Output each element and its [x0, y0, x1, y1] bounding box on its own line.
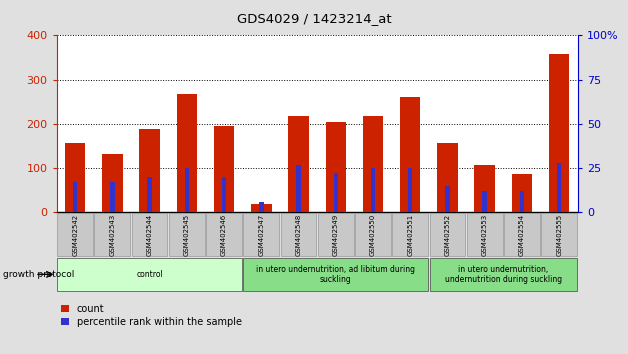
Bar [474, 166, 495, 212]
Text: GSM402550: GSM402550 [370, 213, 376, 256]
Text: GSM402549: GSM402549 [333, 213, 338, 256]
Text: in utero undernutrition,
undernutrition during suckling: in utero undernutrition, undernutrition … [445, 265, 562, 284]
Bar [408, 168, 413, 212]
Bar [214, 126, 234, 212]
Text: GSM402554: GSM402554 [519, 213, 525, 256]
Text: growth protocol: growth protocol [3, 270, 75, 279]
FancyBboxPatch shape [94, 213, 130, 256]
Text: GSM402542: GSM402542 [72, 213, 78, 256]
Text: GSM402543: GSM402543 [109, 213, 116, 256]
Text: GSM402547: GSM402547 [258, 213, 264, 256]
Text: in utero undernutrition, ad libitum during
suckling: in utero undernutrition, ad libitum duri… [256, 265, 415, 284]
Bar [445, 186, 450, 212]
Bar [259, 202, 264, 212]
Bar [333, 173, 338, 212]
Bar [251, 204, 271, 212]
Bar [325, 122, 346, 212]
Bar [139, 129, 160, 212]
Text: GSM402555: GSM402555 [556, 213, 562, 256]
Bar [73, 182, 77, 212]
FancyBboxPatch shape [355, 213, 391, 256]
Bar [222, 177, 226, 212]
Bar [110, 182, 114, 212]
FancyBboxPatch shape [57, 258, 242, 291]
FancyBboxPatch shape [244, 258, 428, 291]
Bar [512, 174, 532, 212]
Bar [482, 191, 487, 212]
FancyBboxPatch shape [504, 213, 540, 256]
Text: GSM402546: GSM402546 [221, 213, 227, 256]
Bar [400, 97, 421, 212]
Text: GSM402552: GSM402552 [445, 213, 450, 256]
Text: GDS4029 / 1423214_at: GDS4029 / 1423214_at [237, 12, 391, 25]
Text: GSM402553: GSM402553 [482, 213, 488, 256]
Bar [437, 143, 458, 212]
FancyBboxPatch shape [430, 213, 465, 256]
Bar [102, 154, 122, 212]
Bar [549, 54, 570, 212]
FancyBboxPatch shape [132, 213, 168, 256]
FancyBboxPatch shape [392, 213, 428, 256]
Text: GSM402551: GSM402551 [407, 213, 413, 256]
Bar [288, 116, 309, 212]
FancyBboxPatch shape [318, 213, 354, 256]
Bar [520, 191, 524, 212]
Text: GSM402548: GSM402548 [296, 213, 301, 256]
Bar [296, 165, 301, 212]
Bar [185, 168, 189, 212]
FancyBboxPatch shape [541, 213, 577, 256]
Text: control: control [136, 270, 163, 279]
Bar [371, 168, 375, 212]
FancyBboxPatch shape [244, 213, 279, 256]
Bar [557, 163, 561, 212]
FancyBboxPatch shape [57, 213, 93, 256]
Bar [363, 116, 383, 212]
FancyBboxPatch shape [169, 213, 205, 256]
Legend: count, percentile rank within the sample: count, percentile rank within the sample [62, 304, 242, 327]
Text: GSM402545: GSM402545 [184, 213, 190, 256]
FancyBboxPatch shape [467, 213, 502, 256]
Bar [148, 177, 152, 212]
FancyBboxPatch shape [206, 213, 242, 256]
FancyBboxPatch shape [281, 213, 317, 256]
FancyBboxPatch shape [430, 258, 577, 291]
Text: GSM402544: GSM402544 [146, 213, 153, 256]
Bar [176, 94, 197, 212]
Bar [65, 143, 85, 212]
